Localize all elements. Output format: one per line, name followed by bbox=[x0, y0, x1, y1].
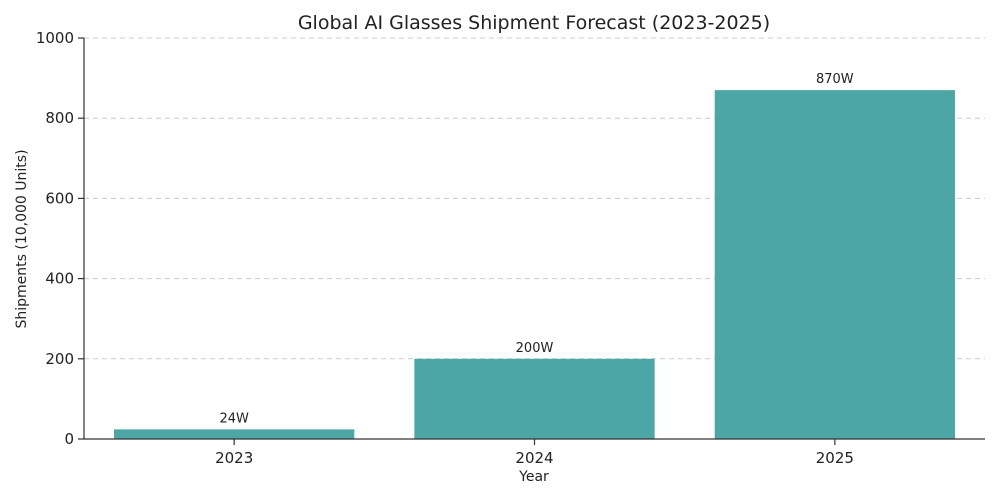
x-axis-label: Year bbox=[518, 469, 549, 485]
bar-2025 bbox=[714, 90, 955, 439]
y-tick-label: 0 bbox=[64, 430, 74, 448]
y-ticks: 0 200 400 600 800 1000 bbox=[36, 29, 84, 448]
data-label-2024: 200W bbox=[516, 341, 554, 356]
y-tick-label: 800 bbox=[45, 109, 74, 127]
x-ticks: 2023 2024 2025 bbox=[215, 439, 854, 467]
y-tick-label: 1000 bbox=[36, 29, 74, 47]
bars: 24W 200W 870W bbox=[114, 72, 955, 439]
x-tick-label-2024: 2024 bbox=[515, 449, 553, 467]
x-tick-label-2025: 2025 bbox=[816, 449, 854, 467]
y-axis-label: Shipments (10,000 Units) bbox=[14, 149, 30, 328]
bar-2024 bbox=[414, 358, 655, 439]
y-tick-label: 200 bbox=[45, 350, 74, 368]
y-tick-label: 400 bbox=[45, 270, 74, 288]
x-tick-label-2023: 2023 bbox=[215, 449, 253, 467]
y-tick-label: 600 bbox=[45, 189, 74, 207]
data-label-2023: 24W bbox=[219, 411, 249, 426]
chart-title: Global AI Glasses Shipment Forecast (202… bbox=[298, 12, 770, 34]
data-label-2025: 870W bbox=[816, 72, 854, 87]
bar-2023 bbox=[114, 429, 355, 439]
